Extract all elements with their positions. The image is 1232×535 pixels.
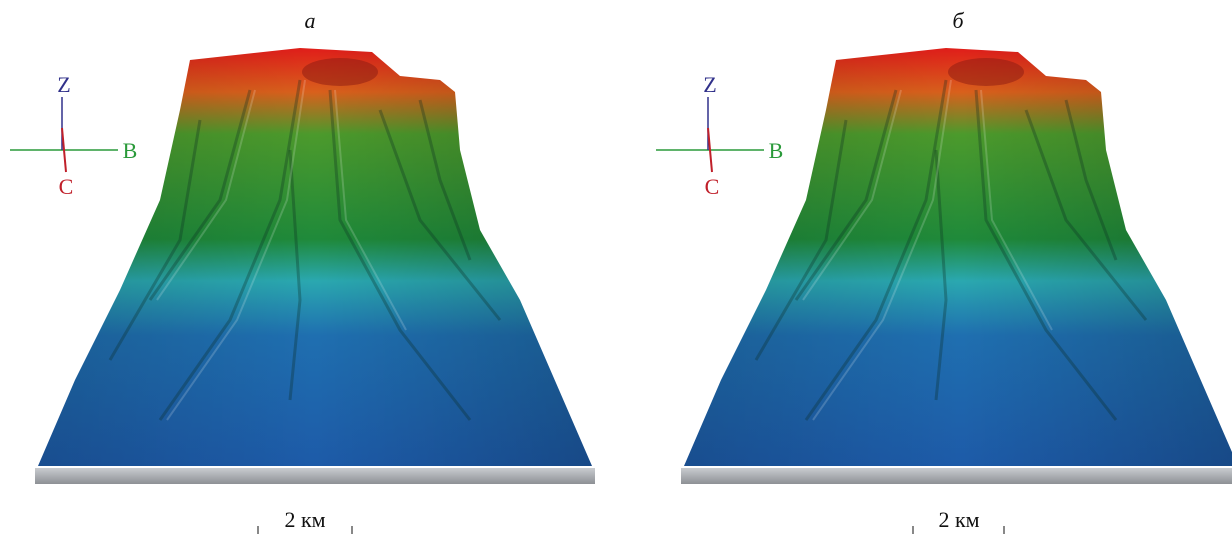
axis-z: Z — [57, 72, 70, 97]
panel-a: а Z B C 2 км — [10, 8, 595, 534]
axis-c: C — [705, 174, 720, 199]
scale-label: 2 км — [284, 507, 325, 532]
axis-c: C — [59, 174, 74, 199]
axis-b: B — [123, 138, 138, 163]
figure: а Z B C 2 км б Z B C 2 км — [0, 0, 1232, 535]
panel-b: б Z B C 2 км — [656, 8, 1232, 534]
terrain-render — [35, 48, 595, 484]
axis-glyph — [10, 97, 118, 172]
axis-glyph — [656, 97, 764, 172]
scale-label: 2 км — [938, 507, 979, 532]
panel-label: б — [952, 8, 964, 33]
axis-z: Z — [703, 72, 716, 97]
axis-b: B — [769, 138, 784, 163]
panel-label: а — [305, 8, 316, 33]
terrain-render — [681, 48, 1232, 484]
